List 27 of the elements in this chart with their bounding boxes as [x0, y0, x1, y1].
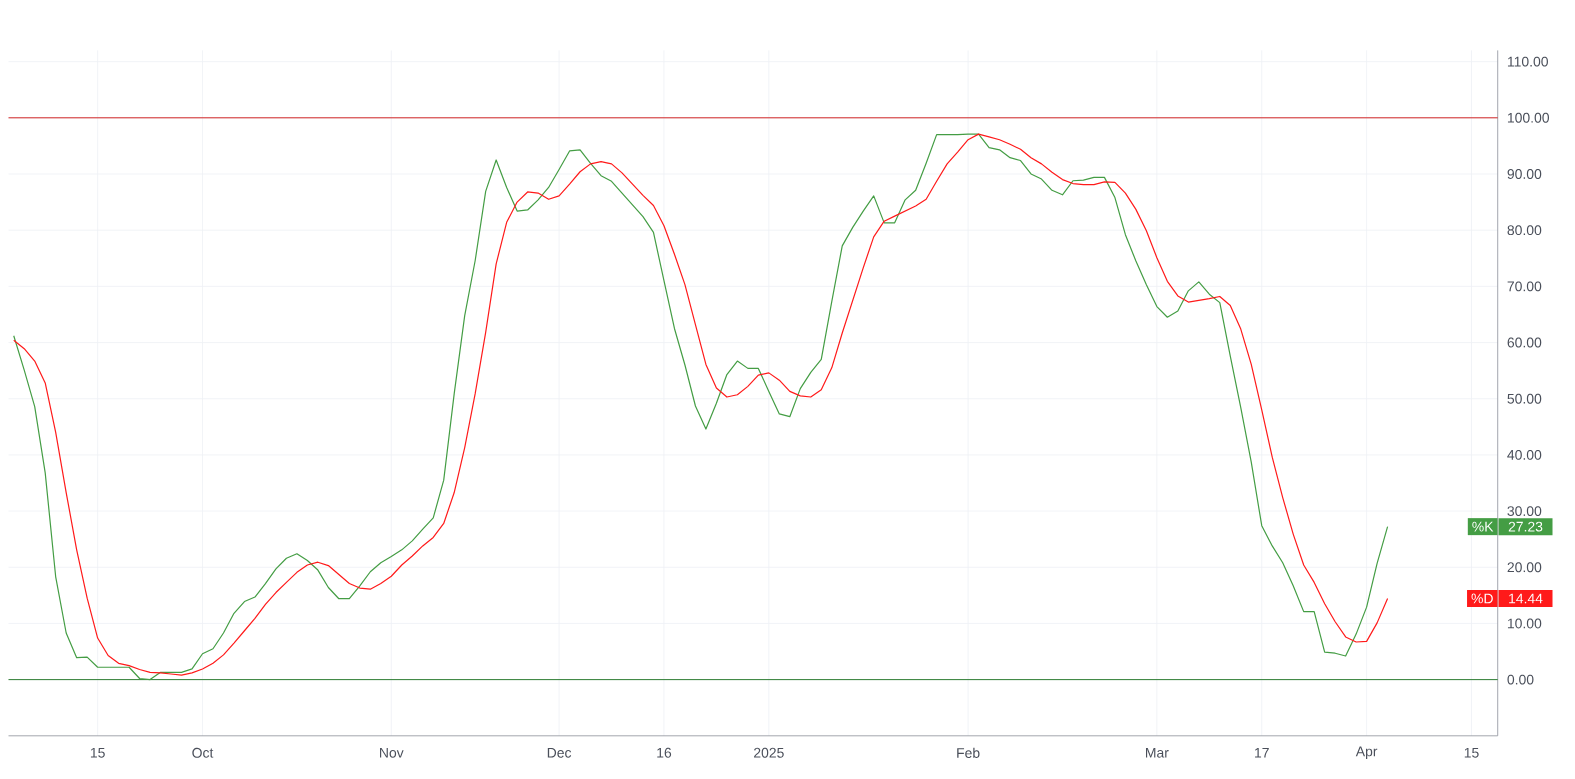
x-tick-label: Mar — [1146, 747, 1169, 758]
x-tick-label: 2025 — [754, 747, 784, 758]
x-tick-label: 17 — [1255, 748, 1269, 758]
y-tick-label: 40.00 — [1507, 449, 1542, 460]
y-tick-label: 60.00 — [1507, 337, 1542, 348]
x-tick-label: Dec — [547, 747, 572, 758]
x-tick-label: Nov — [380, 747, 404, 758]
y-tick-label: 100.00 — [1507, 112, 1550, 123]
y-tick-label: 10.00 — [1507, 618, 1542, 629]
text: 14.44 — [1509, 593, 1543, 604]
y-tick-label: 80.00 — [1507, 225, 1542, 236]
legend-label: %K — [1472, 521, 1494, 532]
x-tick-label: 15 — [1464, 747, 1479, 758]
x-tick-label: Apr — [1355, 746, 1378, 760]
x-tick-label: 15 — [90, 747, 105, 758]
y-tick-label: 90.00 — [1507, 169, 1542, 179]
x-tick-label: Oct — [192, 747, 214, 758]
y-tick-label: 0.00 — [1507, 674, 1534, 685]
legend-label: %D — [1471, 593, 1493, 604]
x-tick-label: Feb — [957, 747, 980, 758]
y-tick-label: 20.00 — [1507, 562, 1542, 573]
y-tick-label: 50.00 — [1507, 393, 1542, 404]
y-tick-label: 110.00 — [1507, 56, 1548, 67]
y-tick-label: 70.00 — [1507, 281, 1542, 292]
y-tick-label: 30.00 — [1507, 506, 1542, 517]
text: 27.23 — [1508, 521, 1543, 532]
x-tick-label: 16 — [657, 747, 672, 758]
